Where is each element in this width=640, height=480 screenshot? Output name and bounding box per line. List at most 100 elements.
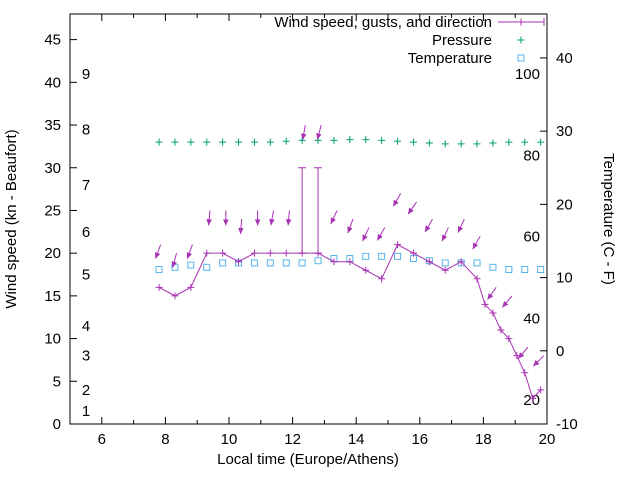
pressure-point [505,138,513,146]
chart-legend: Wind speed, gusts, and directionPressure… [274,14,545,67]
wind-point [346,258,354,266]
y-right-tick-label: -10 [556,416,578,433]
temperature-point [219,259,227,267]
pressure-point [521,138,529,146]
fahrenheit-scale-label: 60 [523,229,540,246]
beaufort-scale-label: 2 [82,382,90,399]
temperature-point [362,252,370,260]
wind-direction-arrow-head [518,352,525,359]
pressure-point [203,138,211,146]
pressure-point [409,138,417,146]
legend-label-pressure: Pressure [432,32,492,49]
x-tick-label: 20 [539,431,556,448]
pressure-point [489,139,497,147]
pressure-point [219,138,227,146]
pressure-point [155,138,163,146]
axis-ticks: 6 8 10 12 14 16 18 20051015202530354045-1001020… [44,14,578,448]
wind-direction-arrow-head [285,219,292,226]
temperature-point [378,252,386,260]
temperature-point [314,257,322,265]
wind-point [250,249,258,257]
y-left-tick-label: 0 [53,416,61,433]
y-axis-title-left: Wind speed (kn - Beaufort) [3,129,20,308]
wind-direction-arrow-head [171,261,177,268]
pressure-point [266,138,274,146]
temperature-point [521,266,529,274]
wind-direction-arrow-head [362,234,368,242]
wind-point [425,258,433,266]
temperature-point [473,259,481,267]
pressure-point [537,138,545,146]
wind-direction-arrow-head [393,199,399,207]
wind-point [441,266,449,274]
pressure-point [298,136,306,144]
wind-point [219,249,227,257]
wind-direction-arrow-head [269,218,275,226]
wind-direction-arrow-head [533,360,540,367]
pressure-point [425,139,433,147]
wind-direction-arrow-head [347,226,353,234]
pressure-point [330,136,338,144]
wind-direction-arrow-head [206,219,212,226]
y-left-tick-label: 25 [44,202,61,219]
wind-point [155,283,163,291]
wind-point [489,309,497,317]
y-right-tick-label: 0 [556,343,564,360]
wind-direction-arrow-head [186,252,192,259]
wind-direction-arrow-head [425,225,431,232]
wind-direction-arrow-head [377,233,383,241]
beaufort-scale-label: 7 [82,177,90,194]
y-left-tick-label: 40 [44,74,61,91]
wind-point [457,258,465,266]
legend-sample-pressure-marker [517,36,525,44]
wind-point [235,258,243,266]
y-right-tick-label: 10 [556,270,573,287]
secondary-scale-labels: 1 2 3 4 5 6 7 8 9 20 40 60 80 100 [82,66,540,420]
y-left-tick-label: 15 [44,288,61,305]
wind-direction-arrow-head [154,252,161,259]
wind-point [203,249,211,257]
y-left-tick-label: 30 [44,160,61,177]
plot-border [69,13,548,425]
wind-direction-arrow-head [502,300,509,308]
pressure-point [171,138,179,146]
beaufort-scale-label: 1 [82,403,90,420]
data-series [154,124,545,402]
beaufort-scale-label: 9 [82,66,90,83]
wind-speed-line [158,243,542,400]
wind-direction-arrow-head [330,217,336,225]
temperature-point [441,259,449,267]
legend-label-wind: Wind speed, gusts, and direction [274,14,492,31]
pressure-point [282,137,290,145]
x-axis-title: Local time (Europe/Athens) [217,451,399,468]
wind-direction-arrow-head [408,207,414,215]
temperature-point [155,266,163,274]
pressure-point [250,138,258,146]
fahrenheit-scale-label: 100 [515,66,540,83]
y-left-tick-label: 10 [44,331,61,348]
wind-point [481,300,489,308]
legend-sample-wind-marker [517,18,525,26]
y-right-tick-label: 30 [556,123,573,140]
wind-point [282,249,290,257]
temperature-point [266,259,274,267]
pressure-point [187,138,195,146]
wind-point [473,275,481,283]
wind-direction-arrow-head [442,234,448,242]
fahrenheit-scale-label: 80 [523,147,540,164]
wind-point [266,249,274,257]
pressure-point [473,140,481,148]
beaufort-scale-label: 5 [82,267,90,284]
wind-direction-arrow-head [472,242,479,250]
fahrenheit-scale-label: 40 [523,311,540,328]
beaufort-scale-label: 3 [82,348,90,365]
pressure-point [235,138,243,146]
beaufort-scale-label: 8 [82,121,90,138]
y-left-tick-label: 20 [44,245,61,262]
temperature-point [282,259,290,267]
pressure-point [378,136,386,144]
x-tick-label: 16 [411,431,428,448]
temperature-point [203,263,211,271]
pressure-point [346,136,354,144]
